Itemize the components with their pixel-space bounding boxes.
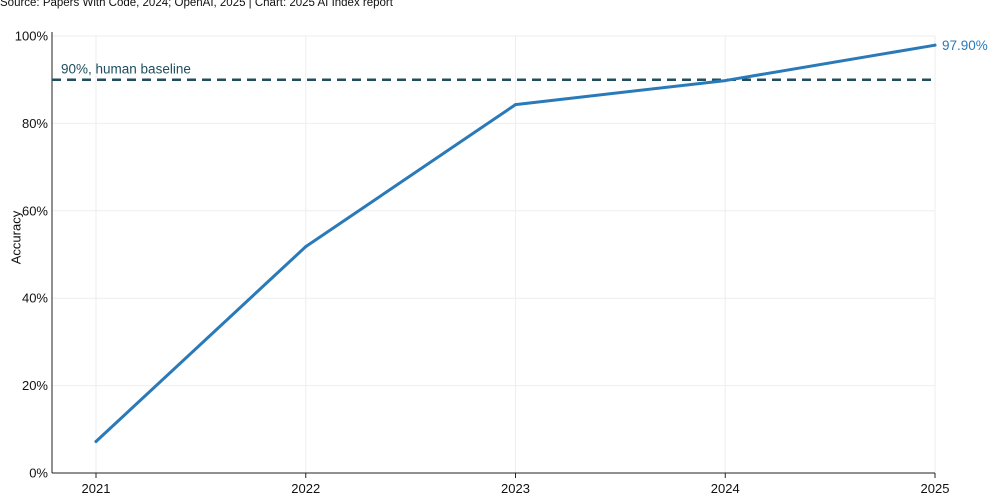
y-tick-label: 100% — [15, 29, 49, 44]
x-tick-label: 2022 — [291, 481, 320, 496]
axes — [51, 32, 936, 478]
human-baseline: 90%, human baseline — [52, 62, 935, 81]
x-tick-label: 2025 — [921, 481, 950, 496]
x-tick-label: 2024 — [711, 481, 740, 496]
grid-lines — [52, 35, 936, 473]
data-point — [304, 245, 308, 249]
x-tick-label: 2021 — [82, 481, 111, 496]
tick-labels: 0% 20% 40% 60% 80% 100% 2021 2022 2023 2024 2025 — [15, 29, 950, 497]
y-tick-label: 20% — [22, 378, 48, 393]
end-value-label: 97.90% — [942, 38, 988, 53]
chart-source: Source: Papers With Code, 2024; OpenAI, … — [0, 0, 393, 9]
human-baseline-label: 90%, human baseline — [61, 62, 191, 77]
y-tick-label: 0% — [29, 466, 48, 481]
series-group: 97.90% — [94, 38, 988, 444]
data-point — [514, 103, 517, 107]
y-tick-label: 80% — [22, 116, 48, 131]
x-tick-label: 2023 — [501, 481, 530, 496]
data-point — [723, 79, 727, 83]
y-tick-label: 40% — [22, 291, 48, 306]
data-point — [94, 440, 98, 444]
data-point — [933, 43, 937, 47]
y-tick-label: 60% — [22, 203, 48, 218]
